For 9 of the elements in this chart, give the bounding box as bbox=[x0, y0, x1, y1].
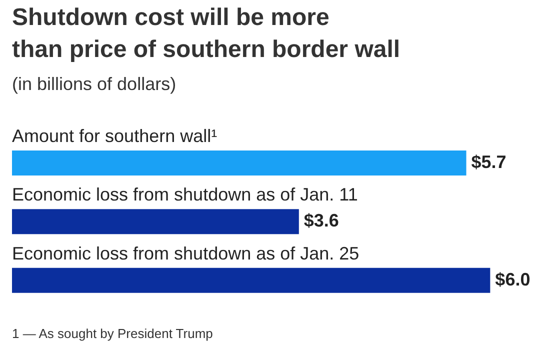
data-label: $3.6 bbox=[304, 210, 339, 231]
data-label: $6.0 bbox=[495, 269, 530, 290]
chart-title: Shutdown cost will be more than price of southern border wall bbox=[12, 4, 400, 63]
text: 1 — As sought by President Trump bbox=[12, 326, 213, 341]
chart-subtitle: (in billions of dollars) bbox=[12, 74, 176, 94]
data-label: $5.7 bbox=[471, 152, 506, 172]
y-tick-label: Economic loss from shutdown as of Jan. 11 bbox=[12, 184, 358, 205]
y-tick-label: Amount for southern wall¹ bbox=[12, 126, 218, 146]
y-tick-label: Economic loss from shutdown as of Jan. 25 bbox=[12, 243, 360, 264]
